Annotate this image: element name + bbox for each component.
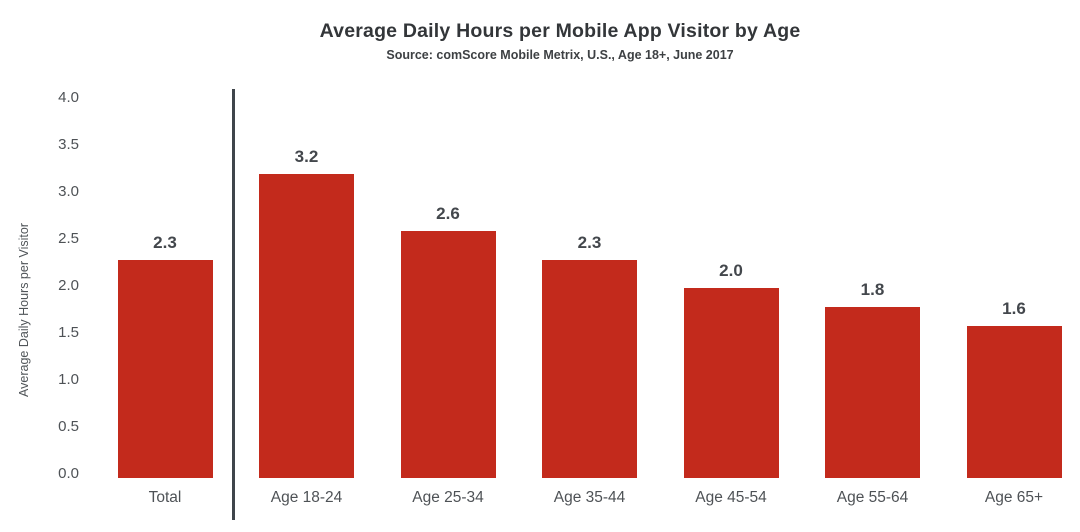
bar: [683, 288, 779, 478]
bar-value-label: 2.0: [719, 261, 743, 280]
bar: [117, 259, 213, 478]
x-axis-category-label: Age 55-64: [836, 489, 909, 506]
bar-value-label: 1.8: [860, 280, 885, 299]
y-axis-tick-label: 1.0: [58, 371, 79, 388]
x-axis-category-label: Age 25-34: [412, 489, 484, 506]
y-axis-tick-label: 3.0: [58, 183, 79, 200]
bar-value-label: 1.6: [1002, 299, 1026, 318]
bar: [259, 174, 354, 478]
chart-subtitle: Source: comScore Mobile Metrix, U.S., Ag…: [386, 48, 734, 62]
bar: [400, 231, 496, 478]
x-axis-category-label: Total: [148, 489, 182, 506]
x-axis-category-label: Age 35-44: [553, 489, 626, 506]
y-axis-tick-label: 2.5: [58, 230, 79, 247]
y-axis-tick-label: 1.5: [58, 324, 79, 341]
y-axis-tick-label: 0.5: [58, 418, 79, 435]
bar: [542, 259, 637, 478]
y-axis-tick-label: 4.0: [58, 89, 79, 106]
y-axis-tick-label: 3.5: [58, 136, 79, 153]
y-axis-tick-label: 0.0: [58, 465, 79, 482]
bar-value-label: 2.6: [436, 204, 460, 223]
bar-value-label: 2.3: [153, 232, 177, 252]
y-axis-tick-label: 2.0: [58, 277, 79, 294]
x-axis-category-label: Age 45-54: [695, 489, 767, 506]
bar-value-label: 3.2: [294, 147, 319, 166]
x-axis-category-label: Age 18-24: [270, 489, 343, 506]
x-axis-category-label: Age 65+: [984, 489, 1044, 506]
total-separator-line: [232, 89, 235, 520]
bar-value-label: 2.3: [577, 232, 602, 252]
chart-title: Average Daily Hours per Mobile App Visit…: [319, 20, 801, 42]
bar: [825, 307, 920, 478]
bar: [966, 326, 1062, 478]
